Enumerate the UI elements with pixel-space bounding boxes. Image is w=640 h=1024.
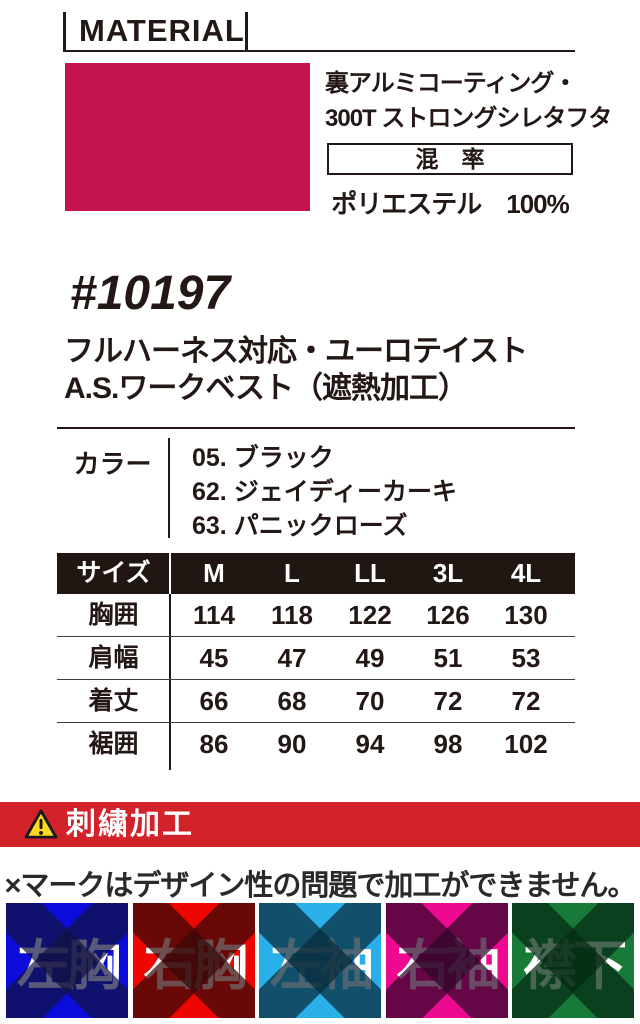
row-label: 肩幅 [88,644,139,672]
header-left-bar [63,12,66,50]
cell: 47 [277,643,307,673]
position-tile: 襟下 [512,903,634,1018]
cell: 72 [511,686,541,716]
cell: 86 [199,729,229,759]
size-column: M [203,558,225,588]
color-item: 63. パニックローズ [192,512,408,540]
color-list: 05. ブラック 62. ジェイディーカーキ 63. パニックローズ [192,441,457,543]
cell: 51 [433,643,463,673]
position-tile: 右胸 [132,903,255,1018]
size-column: LL [354,558,386,588]
size-column: L [284,558,300,588]
size-body-divider [169,594,171,770]
cell: 53 [511,643,541,673]
cell: 90 [277,729,307,759]
cell: 72 [433,686,463,716]
blend-ratio-value: ポリエステル 100% [331,189,570,219]
size-column: 4L [510,558,542,588]
size-header-divider [169,553,171,594]
size-header-columns: M L LL 3L 4L [175,553,565,594]
embroidery-banner: 刺繍加工 [0,802,640,847]
position-tile: 左胸 [6,903,128,1018]
embroidery-banner-label: 刺繍加工 [66,808,194,841]
table-row: 胸囲 114 118 122 126 130 [57,594,575,637]
material-header: MATERIAL [63,12,575,52]
position-tile: 右袖 [385,903,508,1018]
fabric-info: 裏アルミコーティング・ 300T ストロングシレタフタ 混 率 ポリエステル 1… [325,66,612,221]
row-label: 着丈 [88,687,139,715]
size-column: 3L [432,558,464,588]
cell: 94 [355,729,385,759]
color-label: カラー [73,449,152,479]
color-item: 05. ブラック [192,444,334,472]
size-table: サイズ M L LL 3L 4L 胸囲 114 118 122 126 130 [57,553,575,770]
fabric-description-line1: 裏アルミコーティング・ [325,70,577,97]
row-label: 裾囲 [88,730,139,758]
fabric-swatch [65,63,310,211]
color-divider [168,438,170,538]
size-header-label: サイズ [76,559,151,587]
cell: 118 [271,600,313,630]
cell: 68 [277,686,307,716]
cell: 102 [504,729,548,759]
blend-ratio-box: 混 率 [327,143,573,175]
cell: 49 [355,643,385,673]
embroidery-note: ×マークはデザイン性の問題で加工ができません。 [4,870,636,902]
fabric-description-line2: 300T ストロングシレタフタ [325,105,612,132]
product-name: フルハーネス対応・ユーロテイスト A.S.ワークベスト（遮熱加工） [64,333,528,407]
material-title: MATERIAL [79,13,245,48]
row-label: 胸囲 [88,601,139,629]
cell: 70 [355,686,385,716]
embroidery-position-tiles: 左胸 右胸 左袖 右袖 襟下 [6,903,634,1018]
product-name-line1: フルハーネス対応・ユーロテイスト [64,335,528,368]
size-table-header: サイズ M L LL 3L 4L [57,553,575,594]
color-section: カラー 05. ブラック 62. ジェイディーカーキ 63. パニックローズ [57,427,575,540]
table-row: 裾囲 86 90 94 98 102 [57,723,575,766]
cell: 130 [504,600,548,630]
table-row: 肩幅 45 47 49 51 53 [57,637,575,680]
cell: 126 [426,600,470,630]
cell: 98 [433,729,463,759]
color-item: 62. ジェイディーカーキ [192,478,457,506]
cell: 122 [348,600,392,630]
product-name-line2: A.S.ワークベスト（遮熱加工） [64,372,468,405]
table-row: 着丈 66 68 70 72 72 [57,680,575,723]
size-table-body: 胸囲 114 118 122 126 130 肩幅 45 47 49 51 53 [57,594,575,770]
position-tile: 左袖 [259,903,381,1018]
cell: 45 [199,643,229,673]
product-number: #10197 [70,267,231,320]
header-right-bar [245,12,248,50]
cell: 66 [199,686,229,716]
cell: 114 [193,600,235,630]
warning-triangle-icon [24,809,58,844]
